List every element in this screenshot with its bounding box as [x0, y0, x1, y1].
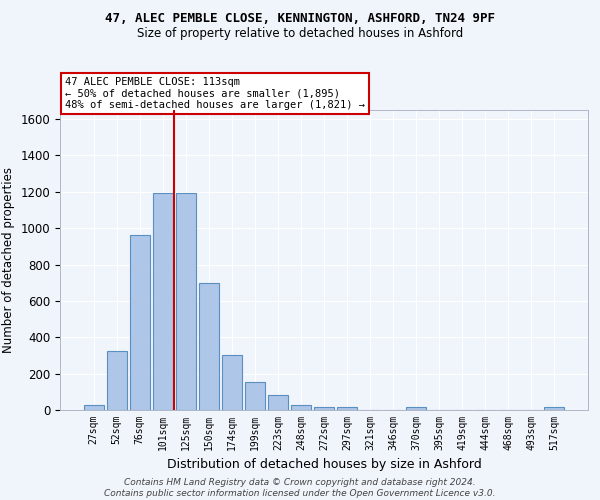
Text: Contains HM Land Registry data © Crown copyright and database right 2024.
Contai: Contains HM Land Registry data © Crown c…	[104, 478, 496, 498]
X-axis label: Distribution of detached houses by size in Ashford: Distribution of detached houses by size …	[167, 458, 481, 471]
Bar	[245, 382, 265, 410]
Text: 47, ALEC PEMBLE CLOSE, KENNINGTON, ASHFORD, TN24 9PF: 47, ALEC PEMBLE CLOSE, KENNINGTON, ASHFO…	[105, 12, 495, 26]
Bar	[130, 234, 149, 410]
Text: 47 ALEC PEMBLE CLOSE: 113sqm
← 50% of detached houses are smaller (1,895)
48% of: 47 ALEC PEMBLE CLOSE: 113sqm ← 50% of de…	[65, 77, 365, 110]
Bar	[222, 354, 242, 410]
Bar	[406, 408, 426, 410]
Bar	[314, 408, 334, 410]
Bar	[337, 408, 357, 410]
Bar	[199, 282, 218, 410]
Y-axis label: Number of detached properties: Number of detached properties	[2, 167, 15, 353]
Text: Size of property relative to detached houses in Ashford: Size of property relative to detached ho…	[137, 28, 463, 40]
Bar	[107, 351, 127, 410]
Bar	[268, 396, 288, 410]
Bar	[176, 192, 196, 410]
Bar	[544, 408, 564, 410]
Bar	[291, 406, 311, 410]
Bar	[153, 192, 173, 410]
Bar	[84, 406, 104, 410]
